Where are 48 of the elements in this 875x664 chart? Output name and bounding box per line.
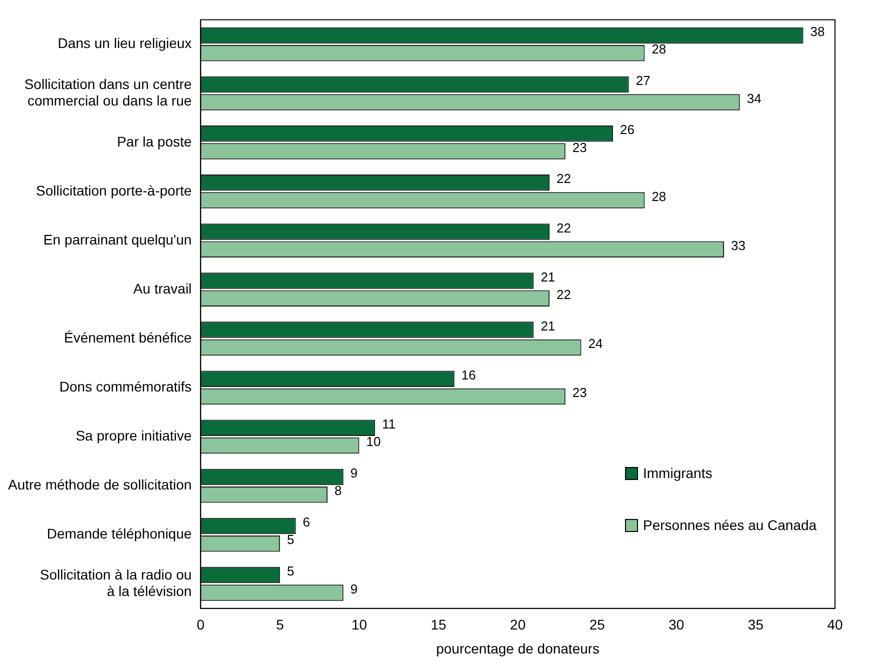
y-tick-label: Demande téléphonique bbox=[46, 526, 192, 542]
x-tick-label: 20 bbox=[510, 616, 526, 633]
data-label: 27 bbox=[636, 73, 650, 88]
data-label: 5 bbox=[286, 532, 294, 548]
data-label: 5 bbox=[286, 564, 294, 579]
y-tick-label: Sollicitation dans un centre commercial ou dans la rue bbox=[24, 76, 192, 109]
data-label: 38 bbox=[810, 24, 825, 40]
y-tick-label: Sa propre initiative bbox=[76, 428, 192, 444]
legend-label: Immigrants bbox=[643, 465, 712, 481]
y-tick-label: Dons commémoratifs bbox=[59, 378, 192, 395]
x-tick-label: 5 bbox=[276, 616, 284, 633]
data-label: 22 bbox=[556, 220, 572, 236]
data-label: 22 bbox=[556, 171, 572, 186]
data-label: 9 bbox=[350, 581, 358, 596]
data-label: 16 bbox=[461, 367, 476, 382]
y-tick-label: Au travail bbox=[133, 280, 192, 296]
y-tick-label: Sollicitation porte-à-porte bbox=[36, 182, 192, 198]
y-tick-label: Par la poste bbox=[116, 133, 192, 150]
data-label: 28 bbox=[652, 42, 666, 57]
x-tick-label: 30 bbox=[668, 616, 684, 633]
data-label: 10 bbox=[366, 434, 381, 450]
data-label: 28 bbox=[652, 188, 666, 204]
data-label: 26 bbox=[620, 122, 634, 138]
data-label: 11 bbox=[382, 416, 396, 432]
y-tick-label: En parrainant quelqu'un bbox=[43, 231, 192, 248]
data-label: 24 bbox=[588, 336, 603, 352]
x-tick-label: 35 bbox=[748, 616, 764, 633]
data-label: 6 bbox=[302, 514, 310, 530]
y-tick-label: Autre méthode de sollicitation bbox=[8, 476, 192, 493]
x-tick-label: 0 bbox=[196, 616, 205, 633]
x-tick-label: 40 bbox=[827, 616, 843, 633]
y-tick-label: Sollicitation à la radio ou à la télévision bbox=[40, 566, 192, 600]
x-tick-label: 15 bbox=[430, 616, 447, 633]
data-label: 23 bbox=[572, 140, 587, 155]
x-tick-label: 25 bbox=[589, 616, 606, 633]
data-label: 8 bbox=[334, 483, 342, 498]
data-label: 21 bbox=[540, 318, 556, 334]
data-label: 22 bbox=[556, 286, 572, 302]
y-tick-label: Événement bénéfice bbox=[64, 329, 192, 346]
data-label: 21 bbox=[540, 269, 556, 284]
data-label: 23 bbox=[572, 385, 587, 400]
data-label: 9 bbox=[350, 466, 358, 481]
data-label: 33 bbox=[730, 238, 746, 253]
y-tick-label: Dans un lieu religieux bbox=[58, 35, 192, 52]
legend-label: Personnes nées au Canada bbox=[643, 517, 817, 533]
data-label: 34 bbox=[746, 90, 762, 106]
x-tick-label: 10 bbox=[351, 616, 368, 633]
x-axis-title: pourcentage de donateurs bbox=[436, 640, 600, 656]
